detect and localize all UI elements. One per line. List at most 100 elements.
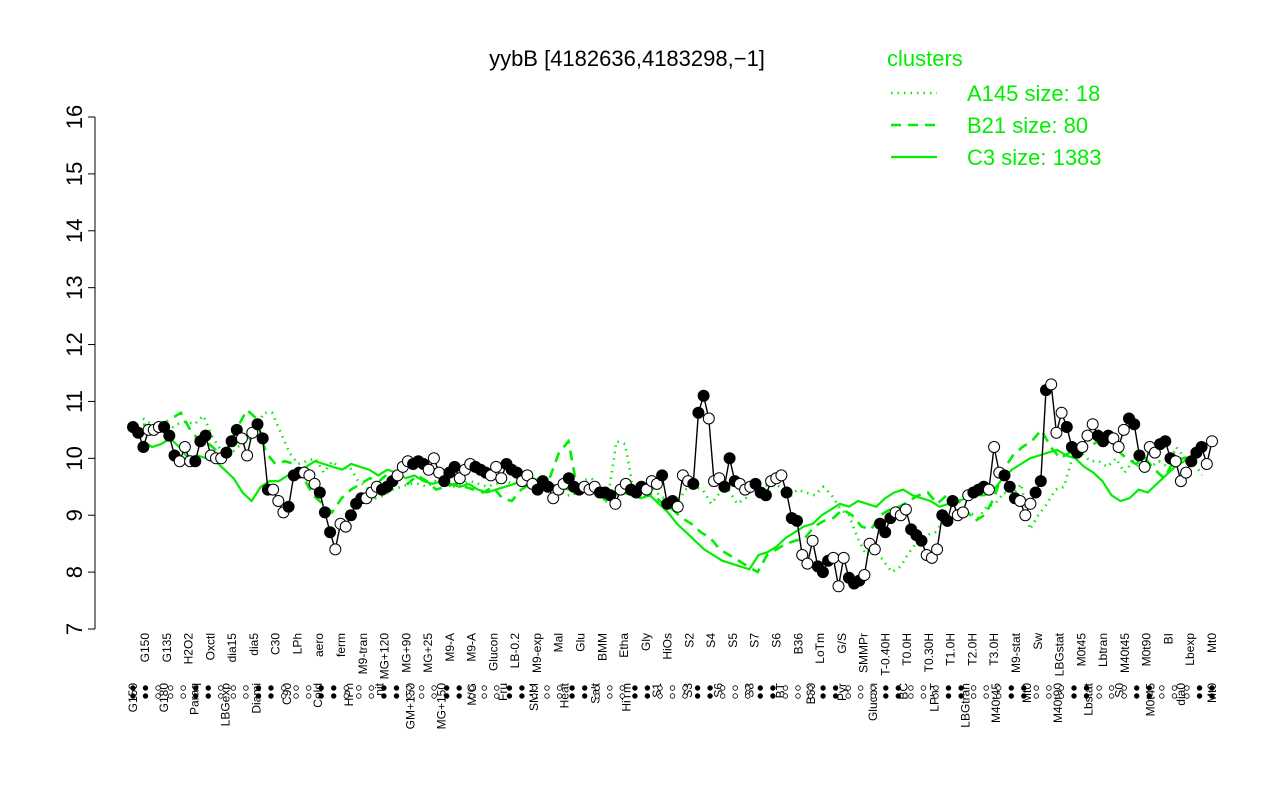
data-point	[189, 455, 202, 468]
x-axis-ticks: G150 G135 H2O2 Oxctl dia15 dia5 C30 LPh aero ferm…	[126, 632, 1219, 729]
x-tick-marker	[1121, 685, 1127, 691]
x-tick-marker	[945, 693, 952, 699]
x-tick-marker	[1108, 685, 1115, 691]
x-tick-label: ferm	[334, 633, 348, 657]
data-point	[702, 412, 715, 425]
data-point	[832, 580, 845, 593]
x-tick-marker	[1133, 685, 1140, 691]
x-tick-marker	[908, 693, 914, 699]
x-tick-label: G/S	[835, 633, 849, 654]
x-tick-marker	[1121, 693, 1127, 699]
data-point	[775, 469, 788, 482]
x-tick-label: Salt	[588, 682, 602, 703]
x-tick-marker	[582, 685, 588, 691]
x-tick-label: Lbtran	[1096, 633, 1110, 667]
x-tick-marker	[544, 693, 550, 699]
data-point	[495, 472, 508, 485]
x-tick-marker	[331, 693, 337, 699]
data-point	[1200, 458, 1213, 470]
x-tick-marker	[356, 685, 362, 691]
data-point	[671, 500, 684, 513]
x-tick-marker	[268, 693, 274, 699]
data-point	[1180, 466, 1193, 479]
data-point	[692, 406, 705, 419]
x-tick-marker	[1196, 693, 1203, 699]
x-tick-marker	[720, 685, 726, 691]
x-tick-label: T0.0H	[900, 633, 914, 666]
data-point	[1086, 418, 1099, 431]
x-tick-label: Sw	[1031, 633, 1045, 650]
x-tick-marker	[142, 693, 149, 699]
x-tick-marker	[1096, 685, 1102, 691]
x-tick-marker	[368, 693, 375, 699]
x-tick-marker	[192, 685, 199, 691]
x-tick-marker	[180, 685, 186, 691]
x-tick-label: Mal	[552, 633, 566, 652]
x-tick-marker	[205, 693, 211, 699]
x-tick-marker	[381, 685, 387, 691]
x-tick-label: G135	[160, 633, 174, 663]
data-point	[272, 495, 285, 507]
data-point	[256, 432, 269, 445]
x-tick-marker	[807, 693, 814, 699]
data-point	[344, 509, 357, 522]
x-tick-marker	[255, 685, 262, 691]
x-tick-marker	[745, 693, 751, 699]
x-tick-marker	[895, 685, 901, 691]
x-tick-label: T0.30H	[922, 633, 936, 672]
x-tick-marker	[268, 685, 274, 691]
x-tick-marker	[569, 685, 575, 691]
data-point	[158, 421, 171, 433]
data-point	[837, 551, 850, 564]
y-tick-label: 10	[62, 446, 87, 470]
data-point	[713, 472, 726, 485]
x-tick-marker	[607, 685, 613, 691]
x-tick-marker	[1159, 685, 1165, 691]
x-tick-marker	[594, 693, 600, 699]
data-point	[687, 477, 700, 490]
y-tick-label: 16	[62, 105, 87, 129]
x-tick-label: Lbexp	[1183, 633, 1197, 666]
data-point	[1076, 441, 1089, 453]
data-point	[899, 503, 912, 516]
data-point	[163, 429, 176, 442]
chart-title: yybB [4182636,4183298,−1]	[489, 46, 765, 71]
x-tick-marker	[444, 693, 450, 699]
data-point	[1024, 497, 1037, 510]
x-tick-marker	[180, 693, 186, 699]
x-tick-marker	[858, 693, 864, 699]
x-tick-marker	[381, 693, 387, 699]
x-tick-marker	[1209, 685, 1215, 691]
x-tick-label: M40t45	[1118, 633, 1132, 673]
legend-entry-label: A145 size: 18	[967, 81, 1100, 106]
data-point	[796, 549, 809, 561]
x-tick-label: BMM	[595, 633, 609, 661]
data-point	[1060, 421, 1073, 433]
x-tick-marker	[569, 693, 575, 699]
data-point	[759, 489, 772, 502]
x-tick-label: S5	[726, 633, 740, 648]
data-point	[303, 469, 316, 482]
x-tick-marker	[494, 685, 500, 691]
x-tick-marker	[1209, 693, 1215, 699]
x-tick-marker	[318, 685, 324, 691]
x-tick-label: MG+120	[378, 633, 392, 680]
x-tick-marker	[1033, 693, 1039, 699]
x-tick-label: S4	[704, 633, 718, 648]
x-tick-marker	[607, 693, 613, 699]
x-tick-marker	[1008, 685, 1014, 691]
data-point	[225, 435, 238, 448]
x-tick-marker	[481, 685, 487, 691]
data-point	[1081, 429, 1094, 442]
x-tick-marker	[167, 685, 174, 691]
x-tick-marker	[933, 693, 939, 699]
x-tick-marker	[996, 693, 1002, 699]
x-tick-label: MG+25	[421, 633, 435, 673]
x-tick-label: Paraq	[188, 683, 202, 715]
x-tick-marker	[858, 685, 864, 691]
x-tick-marker	[1184, 685, 1190, 691]
data-point	[697, 389, 710, 402]
x-tick-marker	[732, 693, 738, 699]
x-tick-label: LB-0.2	[508, 633, 522, 669]
